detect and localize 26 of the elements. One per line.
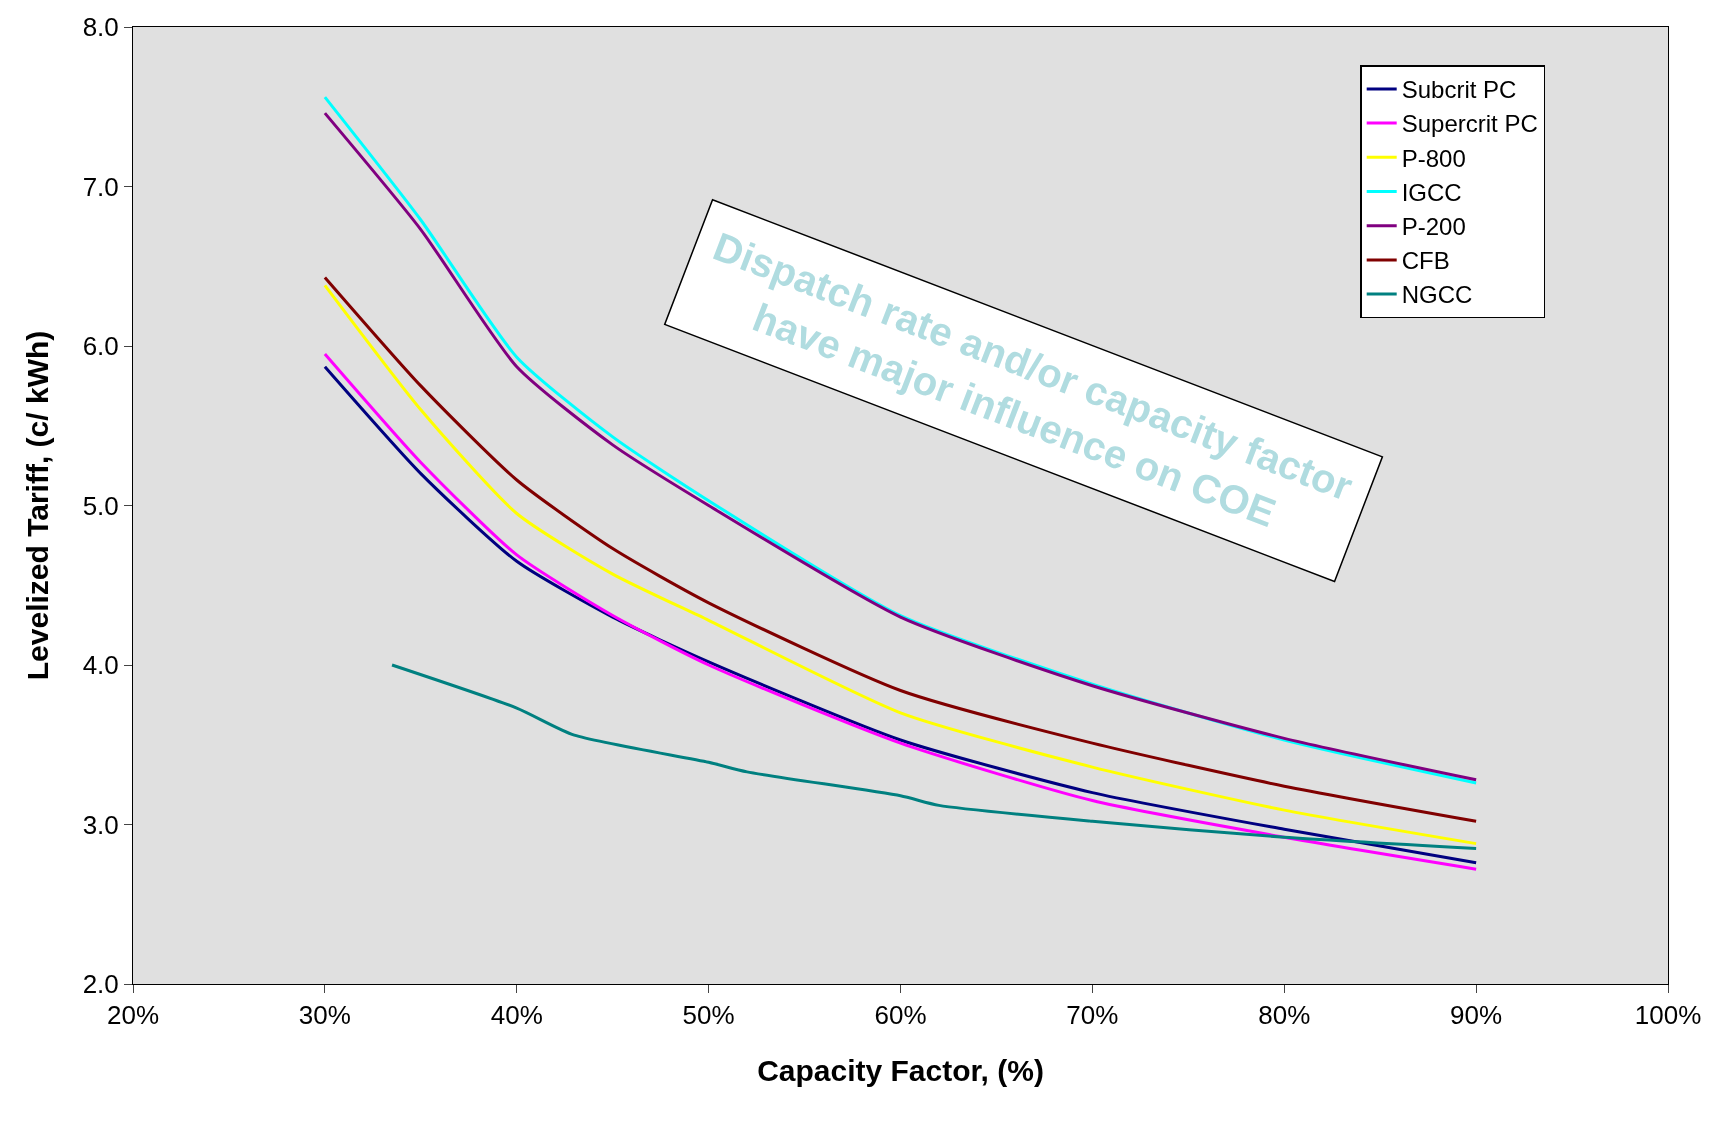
x-tick-label: 40% (490, 1000, 543, 1031)
x-tick-label: 70% (1066, 1000, 1119, 1031)
legend-label: IGCC (1401, 178, 1462, 206)
x-tick-label: 60% (874, 1000, 927, 1031)
x-tick-label: 20% (106, 1000, 160, 1031)
legend-label: P-200 (1401, 213, 1466, 241)
y-axis-title: Levelized Tariff, (c/ kWh) (20, 330, 54, 681)
y-tick-label: 5.0 (82, 490, 119, 521)
line-series (390, 663, 1478, 850)
x-tick-label: 30% (298, 1000, 351, 1031)
x-tick-label: 90% (1450, 1000, 1503, 1031)
x-axis-title: Capacity Factor, (%) (757, 1053, 1044, 1087)
x-tick-label: 50% (682, 1000, 735, 1031)
x-tick-label: 80% (1258, 1000, 1311, 1031)
y-tick-label: 7.0 (82, 171, 119, 202)
y-tick-label: 3.0 (82, 809, 119, 840)
legend-label: CFB (1401, 247, 1450, 275)
legend-label: P-800 (1401, 144, 1466, 172)
y-tick-label: 6.0 (82, 331, 119, 362)
x-tick-label: 100% (1634, 1000, 1702, 1031)
legend-label: Subcrit PC (1401, 76, 1517, 104)
y-tick-label: 2.0 (82, 969, 119, 1000)
legend-label: NGCC (1401, 281, 1473, 309)
y-tick-label: 8.0 (82, 12, 119, 43)
y-tick-label: 4.0 (82, 650, 119, 681)
legend-label: Supercrit PC (1401, 110, 1538, 138)
